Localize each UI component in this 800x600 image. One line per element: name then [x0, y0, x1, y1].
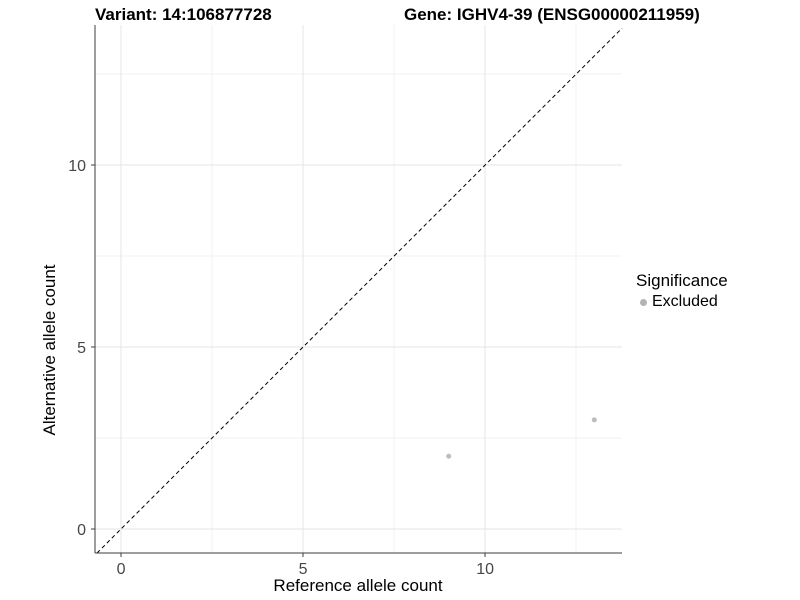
- legend-entry-label: Excluded: [652, 293, 718, 310]
- x-axis-label: Reference allele count: [273, 576, 443, 595]
- legend-entry-excluded: Excluded: [636, 293, 728, 311]
- y-tick-label: 0: [77, 522, 86, 539]
- plot-title-gene: Gene: IGHV4-39 (ENSG00000211959): [404, 5, 700, 24]
- identity-reference-line: [96, 27, 623, 554]
- legend-title: Significance: [636, 271, 728, 290]
- y-tick-label: 5: [77, 340, 86, 357]
- y-tick-label: 10: [68, 158, 86, 175]
- legend-point-icon: [640, 298, 647, 306]
- data-point: [446, 453, 452, 459]
- plot-title-variant: Variant: 14:106877728: [95, 5, 272, 24]
- y-axis-label: Alternative allele count: [40, 264, 59, 436]
- x-tick-label: 10: [476, 561, 494, 578]
- legend: Significance Excluded: [636, 271, 728, 311]
- data-point: [591, 417, 597, 423]
- x-tick-label: 0: [117, 561, 126, 578]
- x-tick-label: 5: [299, 561, 308, 578]
